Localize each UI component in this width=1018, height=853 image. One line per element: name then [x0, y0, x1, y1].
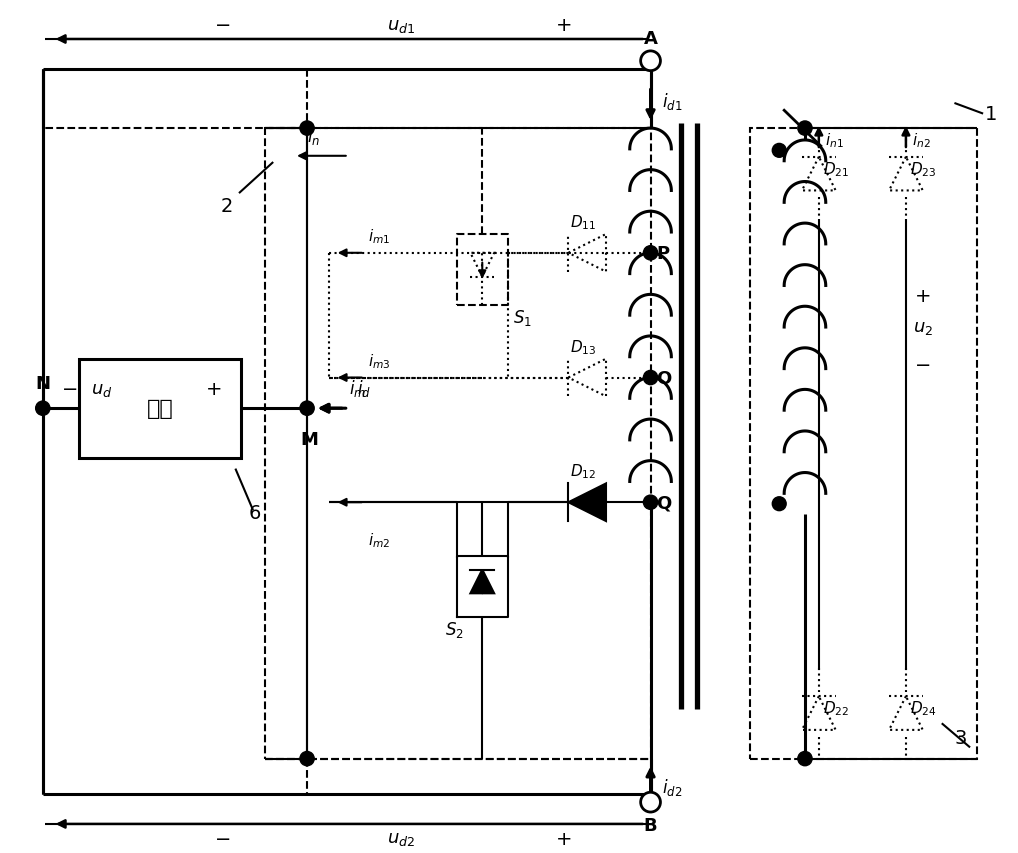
Circle shape [643, 496, 658, 510]
Text: +: + [556, 16, 573, 35]
Text: $u_{d1}$: $u_{d1}$ [387, 17, 415, 35]
Text: $D_{21}$: $D_{21}$ [823, 160, 849, 179]
Text: M: M [300, 431, 318, 449]
Text: A: A [643, 30, 658, 48]
Text: $i_{d1}$: $i_{d1}$ [663, 90, 683, 112]
Text: Q: Q [657, 494, 672, 512]
Polygon shape [568, 484, 606, 521]
Circle shape [773, 144, 786, 158]
Text: $D_{23}$: $D_{23}$ [910, 160, 937, 179]
Text: +: + [207, 380, 223, 399]
Circle shape [798, 751, 812, 766]
Text: +: + [556, 829, 573, 848]
Text: $D_{13}$: $D_{13}$ [570, 338, 597, 357]
Text: $u_d$: $u_d$ [91, 380, 112, 399]
Text: −: − [215, 829, 231, 848]
Text: −: − [62, 380, 78, 399]
Text: 负载: 负载 [147, 398, 173, 419]
Circle shape [643, 247, 658, 261]
Bar [265, 129, 651, 758]
Text: $u_2$: $u_2$ [913, 319, 932, 337]
Text: $D_{11}$: $D_{11}$ [570, 213, 597, 232]
Circle shape [640, 792, 661, 812]
Text: $i_n$: $i_n$ [307, 125, 321, 147]
Text: O: O [657, 369, 672, 387]
Text: $i_{m1}$: $i_{m1}$ [369, 227, 391, 246]
Text: $D_{24}$: $D_{24}$ [910, 699, 937, 717]
Text: −: − [914, 356, 930, 374]
Circle shape [300, 402, 315, 415]
Circle shape [640, 52, 661, 72]
Circle shape [36, 402, 50, 415]
Text: N: N [36, 375, 50, 393]
Text: 6: 6 [248, 503, 261, 522]
Bar [749, 129, 977, 758]
Text: 1: 1 [985, 105, 998, 124]
Text: +: + [914, 287, 931, 305]
Text: $S_2$: $S_2$ [445, 619, 464, 639]
Text: $i_{n2}$: $i_{n2}$ [912, 131, 930, 150]
Text: $i_{m3}$: $i_{m3}$ [369, 351, 391, 370]
Text: $S_1$: $S_1$ [513, 308, 531, 328]
Text: −: − [215, 16, 231, 35]
Text: $i_{d2}$: $i_{d2}$ [663, 776, 683, 797]
Circle shape [798, 122, 812, 136]
Text: P: P [657, 245, 670, 263]
Text: 3: 3 [955, 728, 967, 747]
Text: $i_{n1}$: $i_{n1}$ [825, 131, 844, 150]
Circle shape [773, 497, 786, 511]
Text: $D_{22}$: $D_{22}$ [823, 699, 849, 717]
Circle shape [643, 371, 658, 386]
Text: $i_m$: $i_m$ [348, 378, 365, 399]
Text: $D_{12}$: $D_{12}$ [570, 462, 597, 481]
Text: 2: 2 [221, 196, 233, 216]
Text: $u_{d2}$: $u_{d2}$ [387, 829, 415, 847]
Polygon shape [470, 570, 494, 594]
Text: $i_{m2}$: $i_{m2}$ [369, 531, 391, 549]
Text: $i_d$: $i_d$ [356, 378, 371, 399]
Bar [79, 359, 240, 458]
Circle shape [300, 751, 315, 766]
Text: B: B [643, 816, 658, 834]
Circle shape [300, 122, 315, 136]
